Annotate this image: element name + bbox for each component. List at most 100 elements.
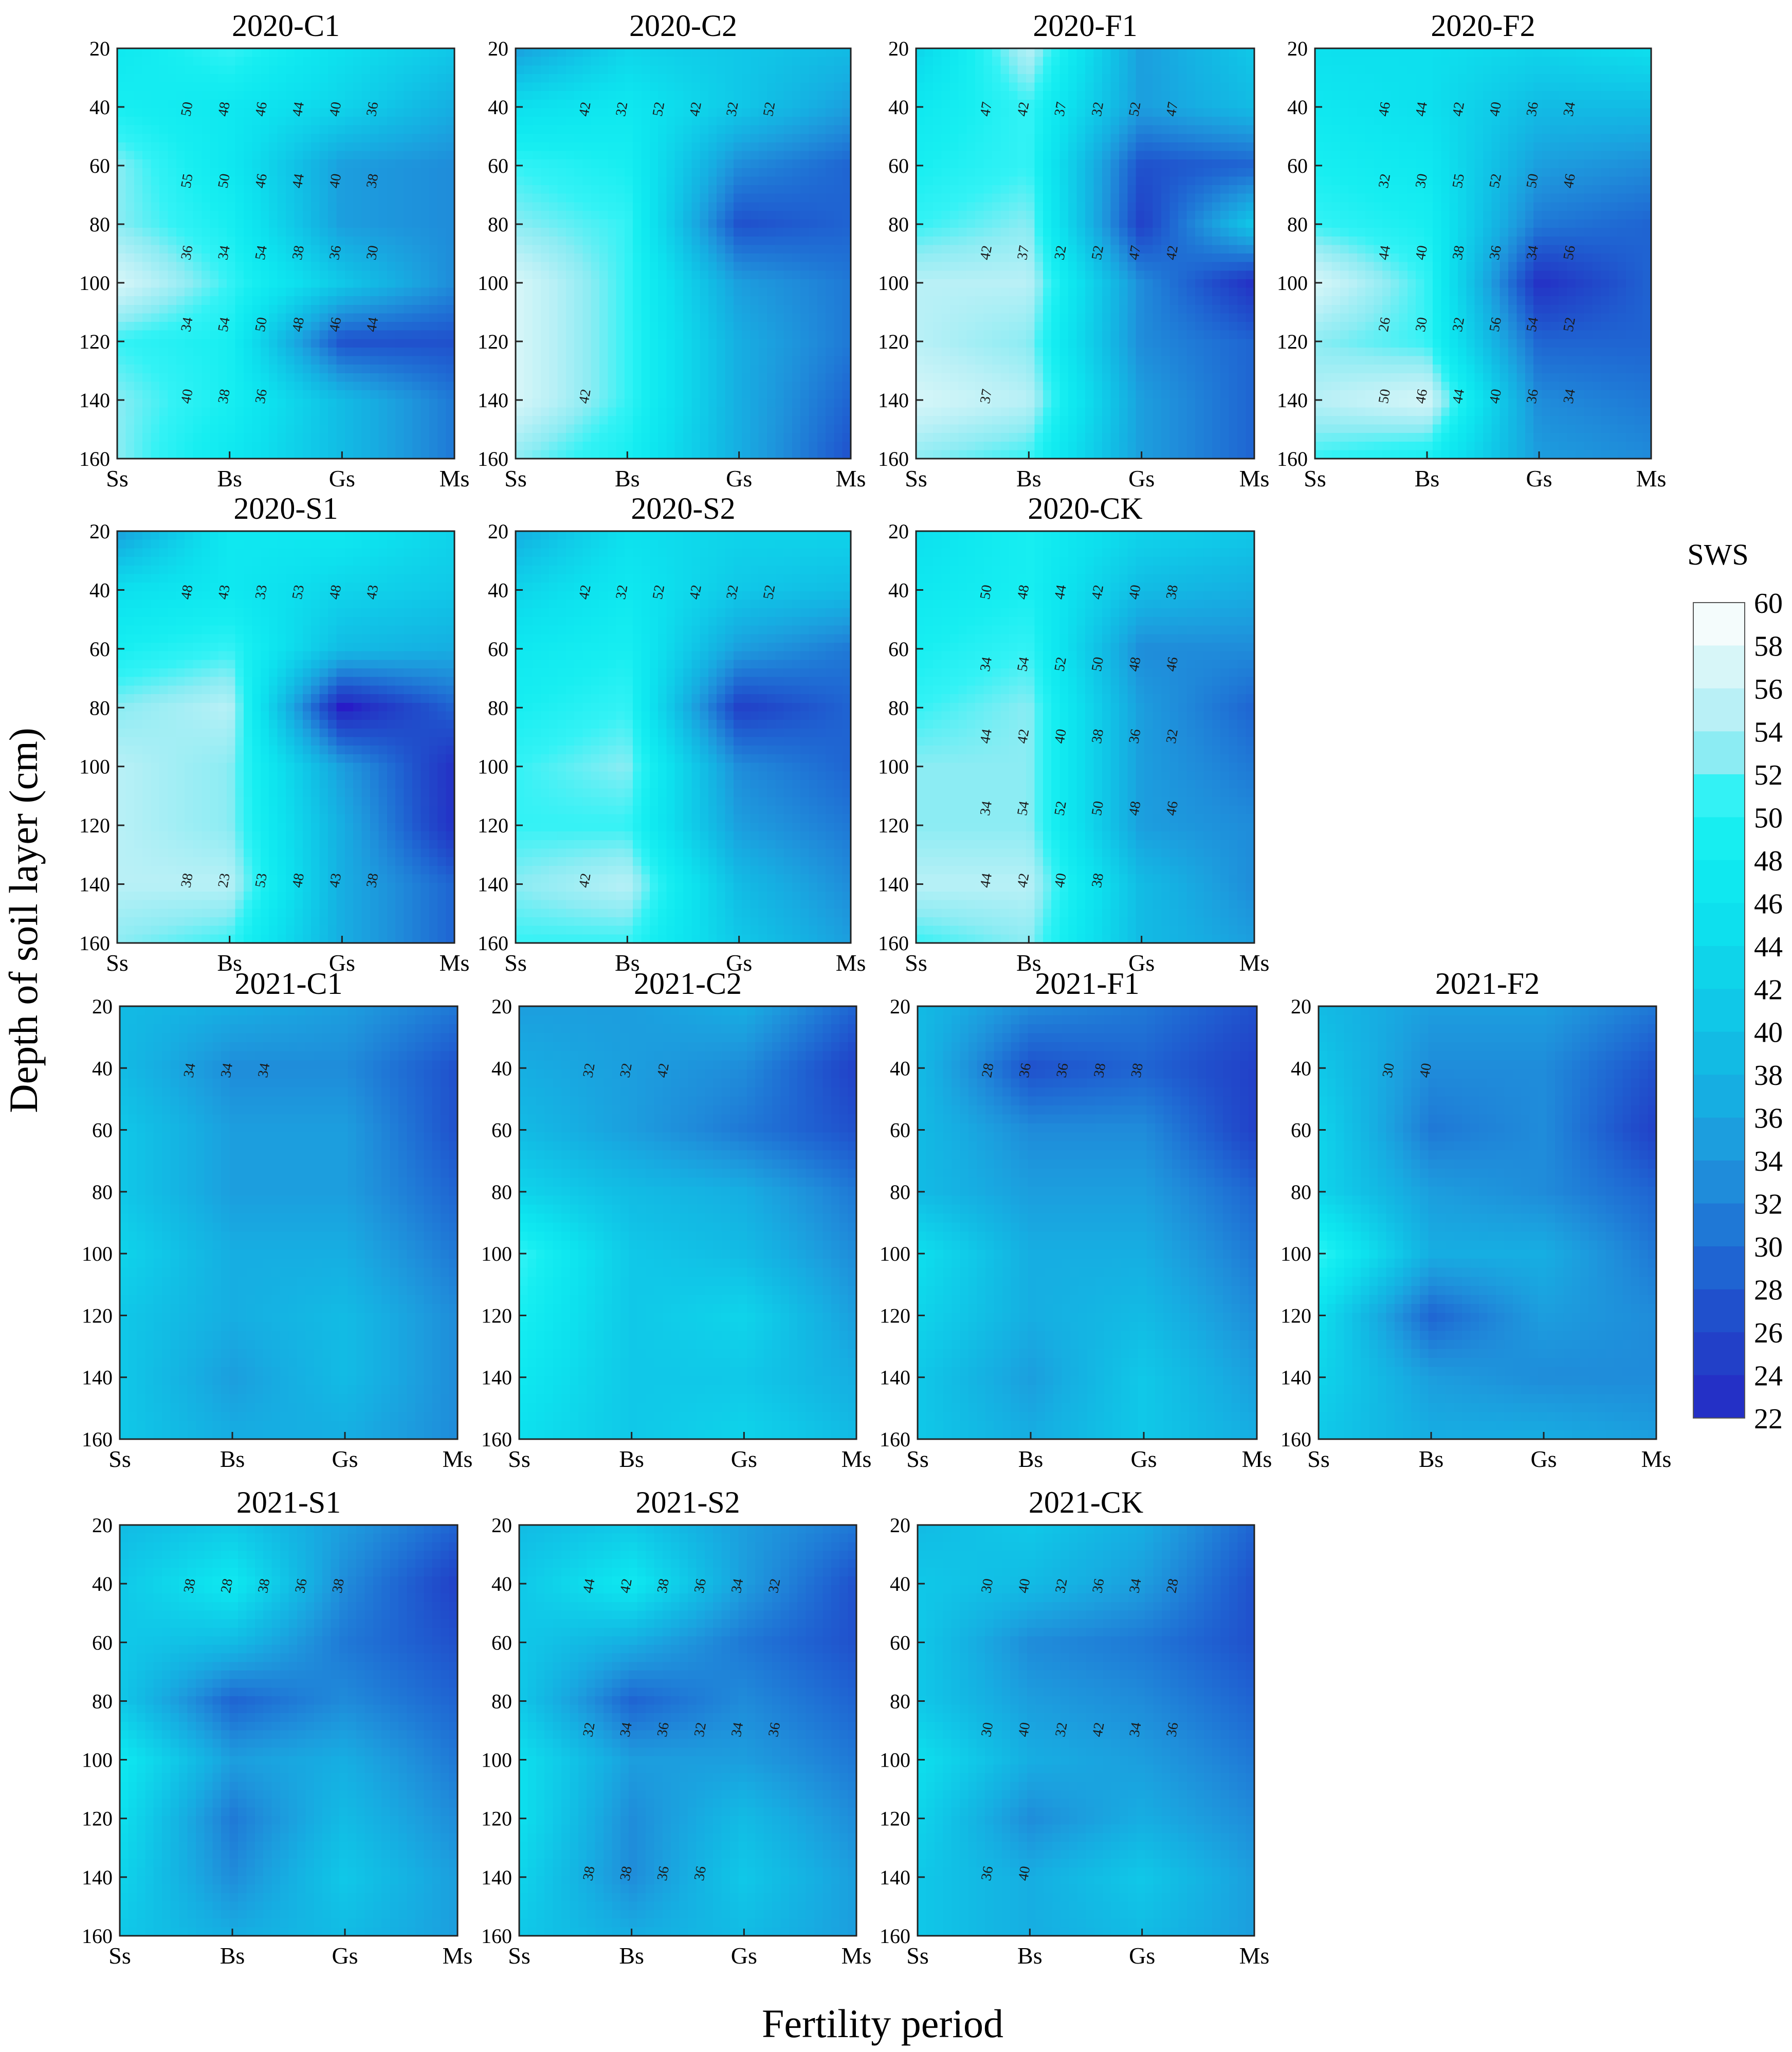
sws-cell [235, 117, 244, 126]
sws-cell [294, 236, 303, 246]
sws-cell [1026, 57, 1035, 66]
sws-cell [1119, 74, 1128, 83]
sws-cell [328, 48, 337, 58]
sws-cell [565, 407, 575, 416]
sws-cell [725, 441, 734, 451]
sws-cell [532, 279, 541, 288]
sws-cell [616, 365, 625, 374]
sws-cell [210, 245, 219, 254]
sws-cell [227, 330, 236, 339]
sws-cell [420, 99, 430, 109]
sws-cell [1203, 210, 1213, 220]
sws-cell [557, 65, 566, 75]
sws-cell [328, 228, 337, 237]
sws-cell [649, 253, 659, 263]
sws-cell [1026, 185, 1035, 194]
sws-cell [185, 134, 194, 143]
sws-cell [252, 296, 261, 305]
sws-cell [1110, 185, 1120, 194]
sws-cell [1085, 159, 1094, 169]
sws-cell [783, 270, 793, 280]
sws-cell [370, 279, 379, 288]
sws-cell [574, 142, 583, 152]
sws-cell [750, 270, 759, 280]
sws-cell [395, 339, 405, 348]
sws-cell [286, 151, 295, 160]
sws-cell [1178, 134, 1187, 143]
sws-cell [361, 270, 371, 280]
sws-cell [516, 279, 525, 288]
sws-cell [193, 151, 202, 160]
sws-cell [446, 270, 455, 280]
sws-cell [565, 219, 575, 228]
sws-cell [783, 279, 793, 288]
sws-cell [958, 57, 967, 66]
sws-cell [446, 74, 455, 83]
sws-cell [700, 65, 709, 75]
sws-cell [1009, 262, 1018, 271]
sws-cell [1059, 134, 1069, 143]
sws-cell [277, 270, 286, 280]
sws-cell [1186, 134, 1196, 143]
sws-cell [193, 108, 202, 117]
sws-cell [691, 228, 701, 237]
sws-cell [302, 168, 312, 177]
sws-cell [966, 245, 976, 254]
sws-cell [1161, 193, 1171, 203]
sws-cell [674, 48, 684, 58]
sws-cell [142, 48, 152, 58]
sws-cell [1178, 99, 1187, 109]
sws-cell [319, 424, 328, 433]
sws-cell [311, 65, 320, 75]
sws-cell [277, 108, 286, 117]
sws-cell [641, 450, 650, 459]
sws-cell [666, 210, 675, 220]
sws-cell [1102, 74, 1111, 83]
sws-cell [549, 219, 558, 228]
sws-cell [218, 82, 227, 92]
sws-cell [750, 91, 759, 100]
sws-cell [252, 365, 261, 374]
sws-cell [540, 228, 550, 237]
sws-cell [252, 159, 261, 169]
sws-cell [1009, 151, 1018, 160]
y-tick-label: 100 [79, 271, 110, 295]
sws-cell [750, 313, 759, 322]
sws-cell [395, 450, 405, 459]
sws-cell [842, 65, 851, 75]
sws-cell [624, 322, 633, 331]
sws-cell [775, 48, 784, 58]
sws-cell [532, 253, 541, 263]
sws-cell [176, 373, 185, 383]
sws-cell [260, 65, 269, 75]
sws-cell [117, 407, 126, 416]
sws-cell [549, 365, 558, 374]
sws-cell [193, 270, 202, 280]
contour-label: 38 [363, 172, 381, 189]
sws-cell [717, 382, 726, 391]
sws-cell [750, 330, 759, 339]
sws-cell [1026, 253, 1035, 263]
sws-cell [260, 176, 269, 186]
sws-cell [717, 304, 726, 314]
sws-cell [117, 279, 126, 288]
sws-cell [176, 236, 185, 246]
sws-cell [1093, 202, 1103, 211]
sws-cell [700, 125, 709, 134]
sws-cell [809, 382, 818, 391]
sws-cell [674, 339, 684, 348]
sws-cell [565, 228, 575, 237]
sws-cell [294, 441, 303, 451]
sws-cell [758, 151, 767, 160]
sws-cell [717, 228, 726, 237]
sws-cell [826, 407, 835, 416]
sws-cell [1161, 210, 1171, 220]
sws-cell [809, 330, 818, 339]
sws-cell [1017, 57, 1027, 66]
sws-cell [992, 117, 1001, 126]
sws-cell [1144, 151, 1154, 160]
sws-cell [142, 151, 152, 160]
sws-cell [1076, 185, 1086, 194]
sws-cell [717, 134, 726, 143]
sws-cell [1169, 125, 1179, 134]
